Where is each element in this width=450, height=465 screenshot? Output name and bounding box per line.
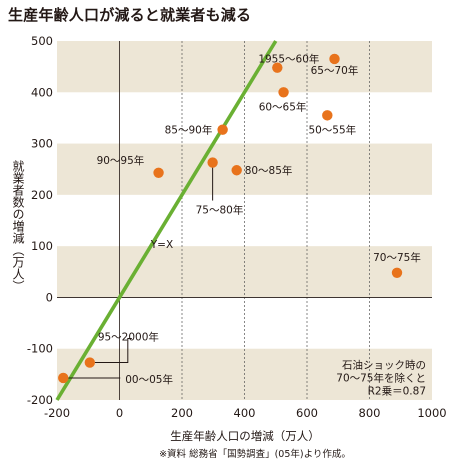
data-label: 90〜95年	[97, 154, 145, 167]
data-point	[231, 165, 242, 176]
data-point	[391, 267, 403, 279]
reference-line: Y=X	[55, 40, 278, 401]
data-point	[207, 157, 218, 168]
x-tick-label: 200	[171, 406, 193, 420]
chart-title: 生産年齢人口が減ると就業者も減る	[8, 6, 252, 24]
x-tick-label: -200	[44, 406, 70, 420]
label-leader-line	[94, 338, 132, 364]
data-label: 80〜85年	[245, 164, 293, 177]
data-point	[84, 357, 96, 368]
data-label: 95〜2000年	[98, 331, 159, 344]
data-label: 50〜55年	[308, 123, 356, 136]
data-label: 60〜65年	[259, 100, 307, 113]
data-point	[58, 372, 69, 384]
y-tick-label: 400	[31, 85, 53, 99]
reference-line-label: Y=X	[150, 239, 173, 251]
vertical-gridlines	[181, 41, 370, 400]
x-tick-label: 0	[116, 406, 123, 420]
x-tick-label: 1000	[417, 406, 446, 420]
y-tick-label: -100	[27, 342, 53, 356]
y-tick-label: 300	[31, 137, 53, 151]
label-leaders	[68, 167, 214, 379]
y-axis-label: 就業者数の増減（万人）	[11, 160, 25, 292]
y-tick-label: 0	[46, 290, 53, 304]
data-point	[329, 53, 340, 65]
annotation-line: 70〜75年を除くと	[336, 372, 426, 385]
data-label: 65〜70年	[311, 64, 359, 77]
reference-line-y-equals-x	[55, 40, 278, 401]
annotation-line: 石油ショック時の	[342, 359, 426, 372]
y-tick-label: 100	[31, 239, 53, 253]
data-label: 1955〜60年	[258, 53, 319, 66]
x-tick-label: 400	[234, 406, 256, 420]
y-tick-label: -200	[27, 393, 53, 407]
data-label: 00〜05年	[125, 373, 173, 386]
data-point	[322, 110, 333, 121]
data-points	[58, 53, 403, 384]
x-axis-label: 生産年齢人口の増減（万人）	[170, 429, 320, 443]
y-tick-label: 500	[31, 34, 53, 48]
data-label: 85〜90年	[165, 124, 213, 137]
data-label: 75〜80年	[196, 204, 244, 217]
data-point	[217, 124, 228, 135]
data-label: 70〜75年	[373, 251, 421, 264]
y-tick-label: 200	[31, 188, 53, 202]
data-point	[278, 87, 289, 98]
tick-labels: -200 0 200 400 600 800 10005004003002001000-10…	[27, 34, 447, 420]
annotation-line: R2乗＝0.87	[368, 386, 426, 398]
data-point	[272, 62, 283, 73]
data-point	[153, 167, 164, 179]
x-tick-label: 800	[359, 406, 381, 420]
x-tick-label: 600	[296, 406, 318, 420]
source-note: ※資料 総務省「国勢調査」(05年)より作成。	[159, 449, 351, 460]
